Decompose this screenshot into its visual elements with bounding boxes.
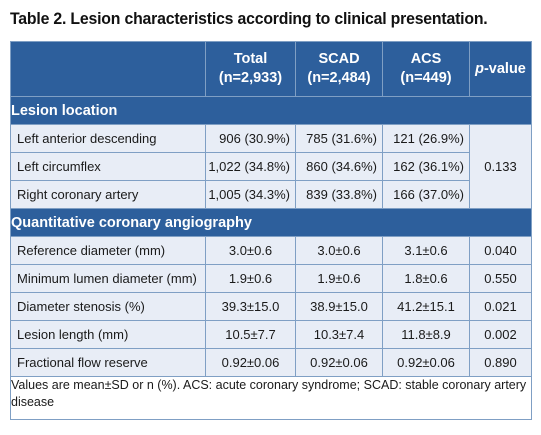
lesion-characteristics-table: Total (n=2,933) SCAD (n=2,484) ACS (n=449) …: [10, 41, 532, 420]
table-row: Lesion length (mm) 10.5±7.7 10.3±7.4 11.…: [10, 320, 532, 349]
header-p-italic: p: [475, 60, 484, 77]
header-total: Total (n=2,933): [205, 41, 296, 97]
cell-p-value: 0.550: [469, 264, 532, 293]
cell-total: 0.92±0.06: [205, 348, 296, 377]
cell-total: 1,005 (34.3%): [205, 180, 296, 209]
cell-total: 3.0±0.6: [205, 236, 296, 265]
header-acs-name: ACS: [410, 51, 442, 67]
cell-acs: 166 (37.0%): [382, 180, 470, 209]
table-row: Reference diameter (mm) 3.0±0.6 3.0±0.6 …: [10, 236, 532, 265]
section-row-qca: Quantitative coronary angiography: [10, 208, 532, 237]
section-row-lesion-location: Lesion location: [10, 96, 532, 125]
cell-p-value: 0.040: [469, 236, 532, 265]
table-row: Minimum lumen diameter (mm) 1.9±0.6 1.9±…: [10, 264, 532, 293]
header-scad-n: (n=2,484): [307, 70, 371, 86]
row-label: Lesion length (mm): [10, 320, 206, 349]
header-scad-name: SCAD: [318, 51, 360, 67]
row-label: Left circumflex: [10, 152, 206, 181]
cell-acs: 1.8±0.6: [382, 264, 470, 293]
cell-acs: 41.2±15.1: [382, 292, 470, 321]
table-footnote: Values are mean±SD or n (%). ACS: acute …: [10, 376, 532, 420]
cell-p-value-location: 0.133: [469, 124, 532, 209]
cell-scad: 1.9±0.6: [295, 264, 383, 293]
header-scad: SCAD (n=2,484): [295, 41, 383, 97]
cell-scad: 785 (31.6%): [295, 124, 383, 153]
cell-acs: 0.92±0.06: [382, 348, 470, 377]
header-p-rest: -value: [483, 60, 526, 77]
table-row: Right coronary artery 1,005 (34.3%) 839 …: [10, 180, 532, 209]
row-label: Diameter stenosis (%): [10, 292, 206, 321]
cell-scad: 38.9±15.0: [295, 292, 383, 321]
section-title: Quantitative coronary angiography: [10, 208, 532, 237]
header-acs-n: (n=449): [400, 70, 452, 86]
cell-acs: 11.8±8.9: [382, 320, 470, 349]
header-blank-cell: [10, 41, 206, 97]
table-row: Left anterior descending 906 (30.9%) 785…: [10, 124, 532, 209]
cell-p-value: 0.890: [469, 348, 532, 377]
cell-scad: 3.0±0.6: [295, 236, 383, 265]
table-row: Diameter stenosis (%) 39.3±15.0 38.9±15.…: [10, 292, 532, 321]
cell-total: 39.3±15.0: [205, 292, 296, 321]
table-caption: Table 2. Lesion characteristics accordin…: [10, 9, 488, 28]
cell-p-value: 0.002: [469, 320, 532, 349]
cell-total: 1,022 (34.8%): [205, 152, 296, 181]
row-label: Fractional flow reserve: [10, 348, 206, 377]
header-acs: ACS (n=449): [382, 41, 470, 97]
header-p-value: p-value: [469, 41, 532, 97]
header-total-n: (n=2,933): [218, 70, 283, 86]
footnote-row: Values are mean±SD or n (%). ACS: acute …: [10, 376, 532, 420]
table-row: Left circumflex 1,022 (34.8%) 860 (34.6%…: [10, 152, 532, 181]
row-label: Minimum lumen diameter (mm): [10, 264, 206, 293]
cell-total: 1.9±0.6: [205, 264, 296, 293]
header-row: Total (n=2,933) SCAD (n=2,484) ACS (n=449) …: [10, 41, 532, 97]
cell-acs: 3.1±0.6: [382, 236, 470, 265]
cell-acs: 121 (26.9%): [382, 124, 470, 153]
header-total-name: Total: [233, 51, 268, 67]
cell-scad: 0.92±0.06: [295, 348, 383, 377]
row-label: Right coronary artery: [10, 180, 206, 209]
cell-scad: 839 (33.8%): [295, 180, 383, 209]
table-row: Fractional flow reserve 0.92±0.06 0.92±0…: [10, 348, 532, 377]
row-label: Reference diameter (mm): [10, 236, 206, 265]
cell-total: 10.5±7.7: [205, 320, 296, 349]
cell-acs: 162 (36.1%): [382, 152, 470, 181]
cell-scad: 10.3±7.4: [295, 320, 383, 349]
cell-scad: 860 (34.6%): [295, 152, 383, 181]
row-label: Left anterior descending: [10, 124, 206, 153]
cell-p-value: 0.021: [469, 292, 532, 321]
cell-total: 906 (30.9%): [205, 124, 296, 153]
section-title: Lesion location: [10, 96, 532, 125]
